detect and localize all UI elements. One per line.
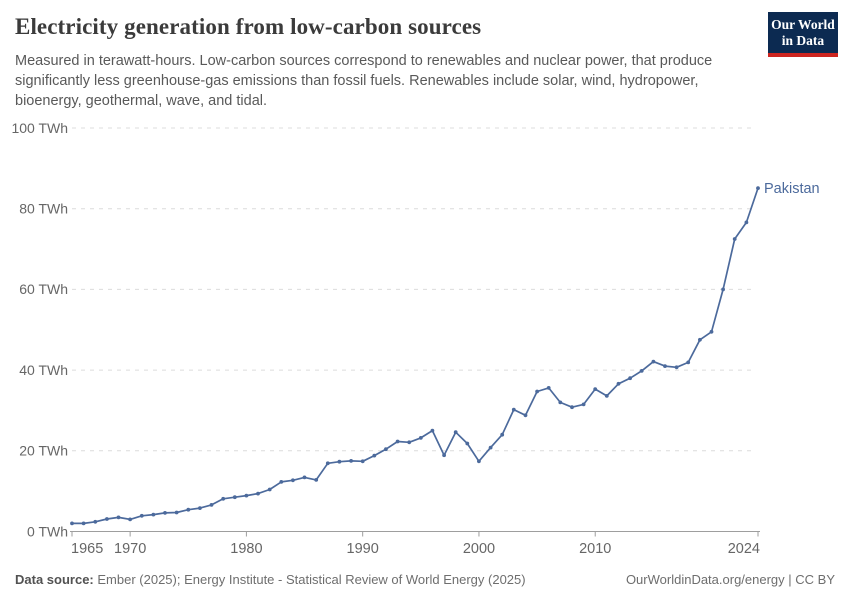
x-axis-tick-label: 1965: [71, 541, 103, 557]
data-point: [581, 402, 586, 407]
data-point: [535, 389, 539, 394]
data-point: [407, 440, 412, 445]
data-line: [71, 187, 759, 525]
data-point: [511, 407, 516, 412]
data-point: [756, 186, 760, 190]
chart-area: 0 TWh 20 TWh 40 TWh 60 TWh 80 TWh 100 TWh 1965…: [0, 115, 850, 565]
logo-line-2: in Data: [781, 33, 825, 49]
data-point: [593, 387, 598, 391]
y-axis-tick-label: 40 TWh: [19, 362, 68, 378]
x-axis-tick-label: 2024: [728, 541, 760, 557]
data-source-label: Data source:: [15, 572, 94, 587]
data-source: Data source: Ember (2025); Energy Instit…: [15, 572, 526, 587]
data-point: [337, 459, 342, 464]
x-axis-tick-label: 1990: [347, 541, 379, 557]
page-title: Electricity generation from low-carbon s…: [15, 14, 482, 39]
data-point: [105, 517, 109, 521]
data-point: [698, 337, 702, 342]
data-point: [570, 405, 574, 410]
data-point: [279, 480, 284, 484]
data-point: [686, 360, 691, 365]
y-axis-tick-label: 80 TWh: [19, 200, 68, 216]
data-point: [198, 506, 202, 510]
data-point: [651, 359, 656, 364]
y-axis-tick-label: 60 TWh: [19, 281, 68, 297]
data-point: [488, 445, 493, 450]
data-point: [477, 459, 481, 464]
data-point: [116, 515, 121, 520]
data-point: [314, 478, 319, 482]
owid-logo: Our World in Data: [768, 12, 838, 57]
x-axis-tick-label: 1970: [114, 541, 146, 557]
series-end-label: Pakistan: [764, 181, 820, 197]
data-point: [709, 329, 714, 334]
data-point: [81, 521, 86, 526]
data-point: [430, 428, 435, 433]
data-point: [721, 287, 725, 292]
x-axis-tick-label: 2000: [463, 541, 495, 557]
data-point: [616, 381, 621, 386]
line-chart: 0 TWh 20 TWh 40 TWh 60 TWh 80 TWh 100 TWh 1965…: [11, 120, 820, 557]
data-point: [465, 441, 470, 446]
data-point: [291, 478, 295, 483]
data-point: [70, 521, 74, 526]
data-point: [500, 432, 505, 437]
data-point: [221, 496, 226, 501]
data-point: [232, 495, 237, 500]
data-point: [302, 475, 307, 480]
data-point: [628, 376, 632, 381]
data-point: [186, 507, 191, 512]
y-axis-tick-label: 100 TWh: [11, 120, 68, 136]
data-point: [372, 453, 377, 458]
data-source-text: Ember (2025); Energy Institute - Statist…: [97, 572, 526, 587]
x-axis-tick-label: 1980: [230, 541, 262, 557]
data-point: [267, 487, 272, 492]
data-point: [163, 511, 167, 515]
y-axis-tick-label: 0 TWh: [27, 523, 68, 539]
chart-footer: Data source: Ember (2025); Energy Instit…: [15, 572, 835, 587]
data-point: [349, 459, 353, 463]
data-point: [128, 517, 133, 522]
data-point: [453, 430, 458, 435]
data-point: [384, 447, 388, 452]
logo-line-1: Our World: [771, 17, 835, 32]
data-point: [93, 519, 98, 524]
data-point: [663, 364, 667, 368]
data-point: [244, 493, 249, 498]
data-point: [674, 365, 679, 370]
data-point: [523, 413, 528, 418]
data-point: [139, 513, 144, 518]
attribution: OurWorldinData.org/energy | CC BY: [625, 572, 835, 587]
chart-subtitle: Measured in terawatt-hours. Low-carbon s…: [15, 53, 713, 109]
x-axis-tick-label: 2010: [579, 541, 611, 557]
data-point: [209, 503, 214, 507]
data-point: [442, 453, 446, 458]
data-point: [151, 512, 156, 517]
data-point: [546, 386, 551, 390]
data-point: [418, 436, 423, 440]
data-point: [604, 394, 609, 398]
data-point: [558, 400, 563, 405]
data-point: [639, 369, 644, 373]
data-point: [732, 237, 737, 241]
data-point: [256, 491, 260, 496]
data-point: [174, 510, 179, 515]
y-axis-tick-label: 20 TWh: [19, 443, 68, 459]
data-point: [360, 459, 365, 464]
data-point: [395, 439, 400, 444]
data-point: [744, 220, 749, 225]
data-point: [325, 461, 330, 466]
